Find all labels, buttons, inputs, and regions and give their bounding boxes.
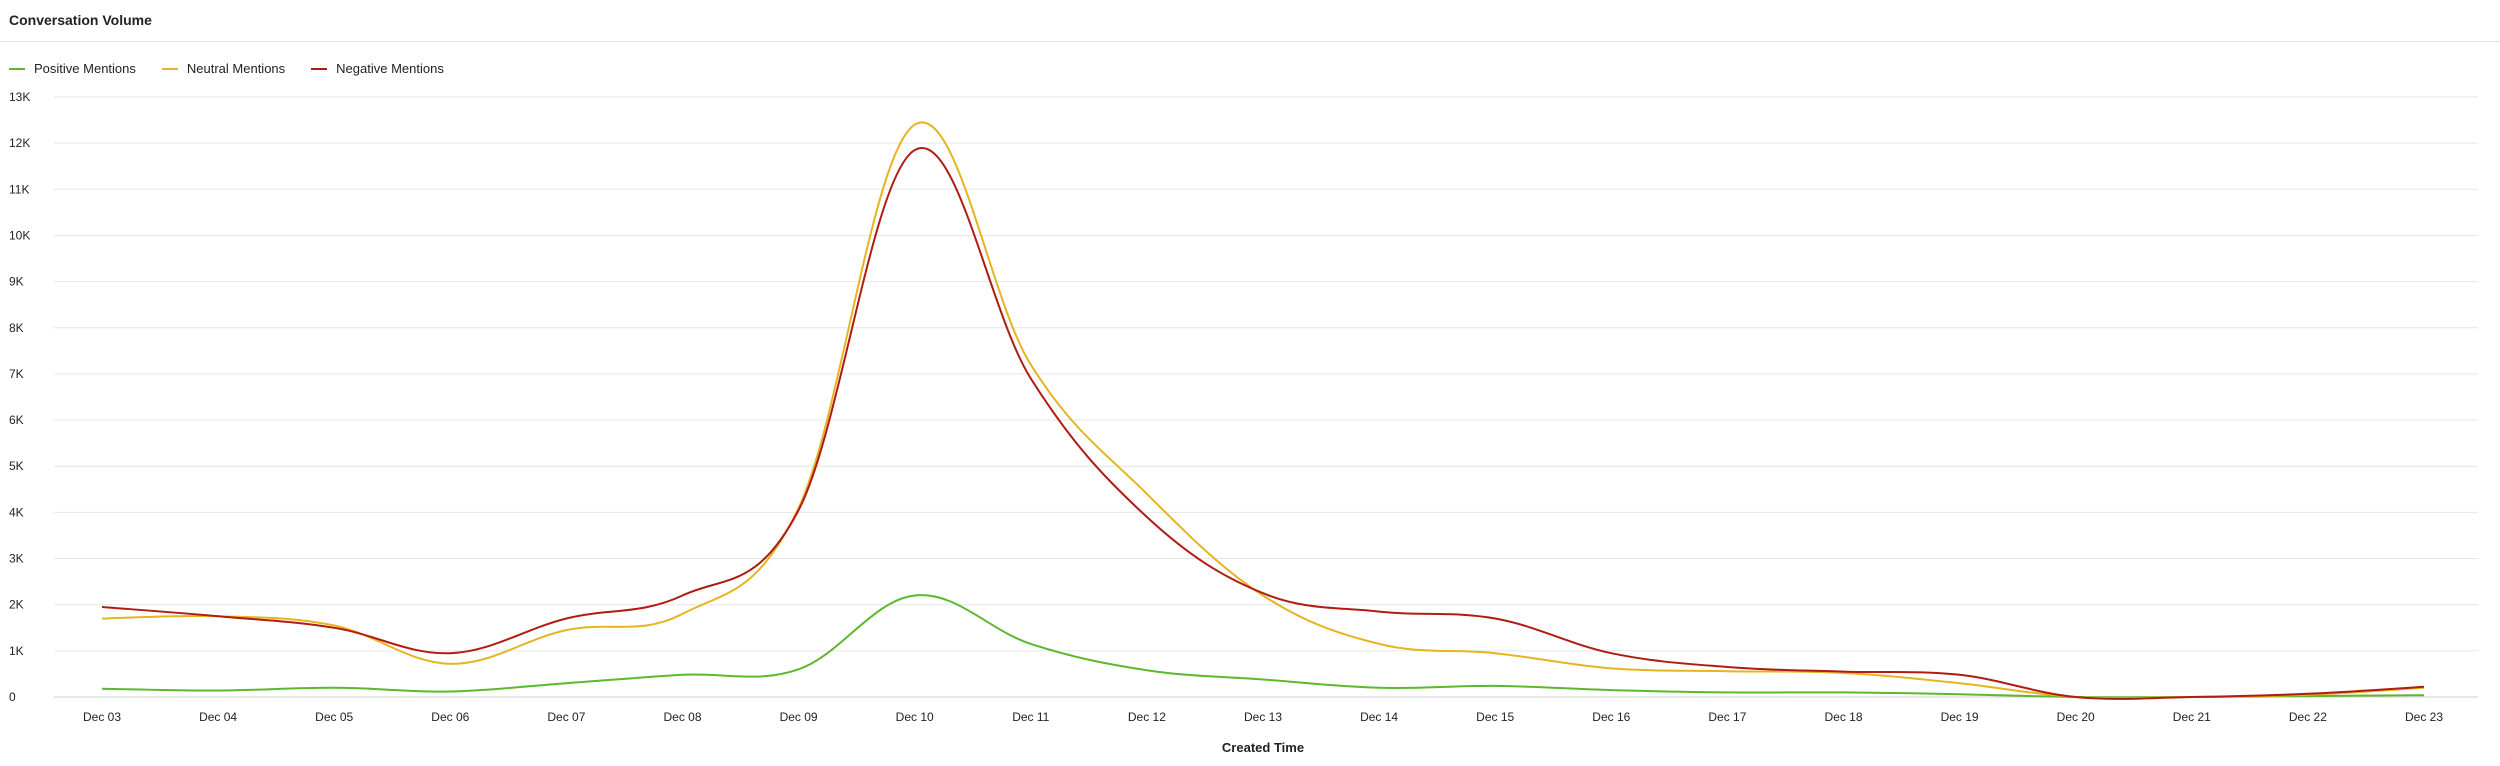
- x-tick-label: Dec 13: [1244, 710, 1282, 724]
- x-tick-label: Dec 17: [1708, 710, 1746, 724]
- x-tick-label: Dec 15: [1476, 710, 1514, 724]
- y-tick-label: 6K: [9, 413, 24, 427]
- y-axis-ticks: 0 1K 2K 3K 4K 5K 6K 7K 8K 9K 10K 11K 12K 13K: [9, 90, 30, 704]
- legend-item-negative[interactable]: Negative Mentions: [311, 61, 444, 76]
- y-tick-label: 8K: [9, 321, 24, 335]
- x-tick-label: Dec 10: [896, 710, 934, 724]
- legend-swatch-neutral: [161, 67, 178, 70]
- x-tick-label: Dec 23: [2405, 710, 2443, 724]
- series-line-positive: [101, 594, 2425, 699]
- legend-item-positive[interactable]: Positive Mentions: [9, 61, 136, 76]
- y-tick-label: 9K: [9, 275, 24, 289]
- y-tick-label: 2K: [9, 598, 24, 612]
- x-tick-label: Dec 19: [1941, 710, 1979, 724]
- series-line-negative: [101, 147, 2425, 700]
- x-tick-label: Dec 09: [780, 710, 818, 724]
- x-axis-title: Created Time: [1222, 740, 1304, 755]
- x-tick-label: Dec 21: [2173, 710, 2211, 724]
- x-tick-label: Dec 16: [1592, 710, 1630, 724]
- x-tick-label: Dec 18: [1824, 710, 1862, 724]
- y-tick-label: 7K: [9, 367, 24, 381]
- legend-label-positive: Positive Mentions: [34, 61, 136, 76]
- series-line-neutral: [101, 121, 2425, 700]
- header-divider: [0, 41, 2500, 42]
- y-tick-label: 0: [9, 690, 16, 704]
- legend-swatch-positive: [9, 67, 25, 70]
- chart-legend: Positive Mentions Neutral Mentions Negat…: [9, 61, 470, 76]
- legend-label-neutral: Neutral Mentions: [186, 61, 286, 76]
- x-tick-label: Dec 20: [2057, 710, 2095, 724]
- y-tick-label: 1K: [9, 644, 24, 658]
- x-tick-label: Dec 05: [315, 710, 353, 724]
- x-tick-label: Dec 14: [1360, 710, 1398, 724]
- x-tick-label: Dec 06: [431, 710, 469, 724]
- x-tick-label: Dec 11: [1012, 710, 1049, 724]
- series-lines: [101, 121, 2425, 700]
- panel-title: Conversation Volume: [9, 12, 152, 28]
- y-tick-label: 11K: [9, 182, 29, 196]
- legend-swatch-negative: [311, 67, 328, 70]
- x-axis-ticks: Dec 03 Dec 04 Dec 05 Dec 06 Dec 07 Dec 08 Dec …: [83, 710, 2443, 724]
- x-tick-label: Dec 08: [663, 710, 701, 724]
- legend-item-neutral[interactable]: Neutral Mentions: [161, 61, 286, 76]
- y-tick-label: 10K: [9, 228, 30, 242]
- x-tick-label: Dec 04: [199, 710, 237, 724]
- x-tick-label: Dec 22: [2289, 710, 2327, 724]
- legend-label-negative: Negative Mentions: [336, 61, 444, 76]
- grid-lines: [54, 96, 2478, 698]
- y-tick-label: 13K: [9, 90, 30, 104]
- x-tick-label: Dec 07: [547, 710, 585, 724]
- y-tick-label: 4K: [9, 505, 24, 519]
- y-tick-label: 5K: [9, 459, 24, 473]
- x-tick-label: Dec 12: [1128, 710, 1166, 724]
- y-tick-label: 12K: [9, 136, 30, 150]
- y-tick-label: 3K: [9, 552, 24, 566]
- x-tick-label: Dec 03: [83, 710, 121, 724]
